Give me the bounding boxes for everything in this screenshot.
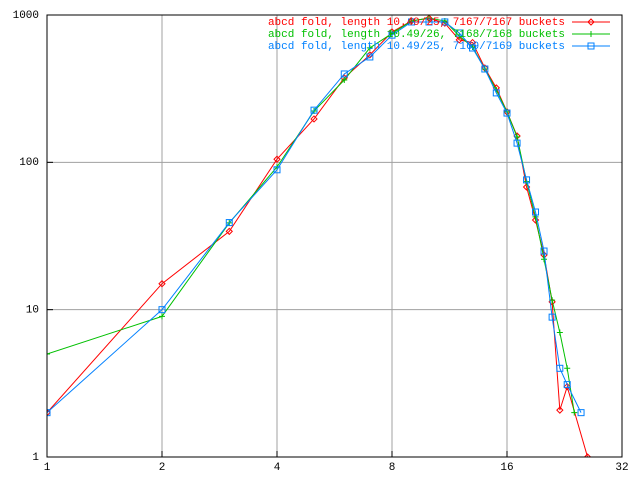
point xyxy=(341,77,348,84)
point xyxy=(47,409,51,417)
legend-marker xyxy=(587,18,595,26)
point xyxy=(571,409,578,416)
point xyxy=(273,166,281,174)
point xyxy=(492,89,500,97)
x-tick-label: 16 xyxy=(500,462,513,474)
point xyxy=(158,306,166,314)
point xyxy=(564,365,571,372)
point xyxy=(481,65,489,73)
point xyxy=(556,406,564,414)
x-tick-label: 4 xyxy=(274,462,281,474)
point xyxy=(541,256,548,263)
point xyxy=(310,106,318,114)
x-tick-label: 2 xyxy=(159,462,166,474)
point xyxy=(583,453,592,457)
point xyxy=(310,115,318,123)
y-tick-label: 1 xyxy=(32,452,39,464)
point xyxy=(563,382,571,391)
point xyxy=(556,329,563,336)
point xyxy=(426,15,433,21)
point xyxy=(408,18,416,26)
point xyxy=(47,351,50,358)
point xyxy=(469,44,477,52)
point xyxy=(340,70,348,78)
point xyxy=(563,381,571,389)
point xyxy=(455,36,463,44)
plot-area xyxy=(47,15,592,457)
legend-label: abcd fold, length 10.49/25, 7167/7167 bu… xyxy=(268,17,565,29)
legend-marker xyxy=(587,42,595,50)
point xyxy=(225,227,233,236)
legend-marker xyxy=(588,31,594,37)
point xyxy=(225,219,233,227)
plot-border xyxy=(46,14,623,458)
y-tick-label: 1000 xyxy=(13,10,39,22)
point xyxy=(159,313,165,320)
legend-label: abcd fold, length 10.49/25, 7169/7169 bu… xyxy=(268,41,565,53)
point xyxy=(540,247,548,255)
y-tick-label: 10 xyxy=(26,305,39,317)
x-tick-label: 32 xyxy=(615,462,628,474)
y-tick-label: 100 xyxy=(19,157,39,169)
point xyxy=(388,31,396,39)
point xyxy=(532,208,540,216)
point xyxy=(523,176,531,184)
point xyxy=(158,280,166,288)
legend-label: abcd fold, length 10.49/26, 7168/7168 bu… xyxy=(268,29,565,41)
point xyxy=(548,313,556,321)
x-tick-label: 8 xyxy=(389,462,396,474)
series-line xyxy=(47,21,582,414)
point xyxy=(47,408,51,417)
point xyxy=(273,155,281,163)
point xyxy=(503,109,511,117)
point xyxy=(425,15,433,22)
legend: abcd fold, length 10.49/25, 7167/7167 bu… xyxy=(268,17,610,53)
point xyxy=(577,409,585,417)
point xyxy=(425,18,433,26)
point xyxy=(366,44,373,51)
point xyxy=(366,53,374,61)
point xyxy=(556,364,564,372)
point xyxy=(441,18,449,26)
point xyxy=(513,139,521,147)
x-tick-label: 1 xyxy=(44,462,51,474)
point xyxy=(455,29,463,37)
